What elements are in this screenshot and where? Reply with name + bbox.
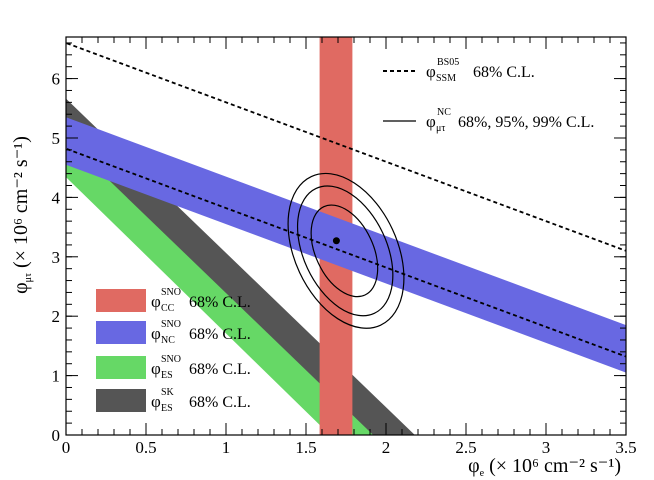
nc-contours	[287, 172, 405, 329]
legend-es-sk-sub: ES	[161, 403, 173, 414]
flux-lines	[66, 41, 626, 358]
best-fit-point	[332, 237, 340, 245]
x-tick-label: 3.5	[615, 438, 636, 457]
legend-es-sk-sup: SK	[161, 387, 175, 398]
legend-es-sk-entry: φ SK ES 68% C.L.	[96, 387, 251, 414]
y-tick-label: 4	[52, 188, 61, 207]
legend-es-sk-symbol: φ	[151, 392, 161, 411]
x-tick-label: 1	[222, 438, 231, 457]
x-axis-title: φe (× 10⁶ cm⁻² s⁻¹)	[468, 455, 621, 479]
legend-nc-entry: φ SNO NC 68% C.L.	[96, 319, 251, 346]
legend-ssm-symbol: φ	[426, 62, 436, 81]
legend-ssm-entry: φ BS05 SSM 68% C.L.	[383, 57, 535, 84]
x-tick-label: 0.5	[135, 438, 156, 457]
legend-es-sno-symbol: φ	[151, 359, 161, 378]
legend-cc-sub: CC	[161, 303, 175, 314]
x-tick-label: 3	[542, 438, 551, 457]
y-tick-label: 3	[52, 248, 61, 267]
legend-ssm-sub: SSM	[436, 73, 456, 84]
y-tick-label: 1	[52, 367, 61, 386]
legend-cc-entry: φ SNO CC 68% C.L.	[96, 287, 251, 314]
legend-es-sno-swatch	[96, 356, 146, 379]
legend-top: φ BS05 SSM 68% C.L. φ NC μτ 68%, 95%, 99…	[383, 57, 594, 134]
x-tick-label: 1.5	[295, 438, 316, 457]
y-tick-label: 2	[52, 307, 61, 326]
y-tick-label: 5	[52, 129, 61, 148]
legend-es-sno-entry: φ SNO ES 68% C.L.	[96, 354, 251, 381]
legend-nc-text: 68% C.L.	[189, 326, 251, 343]
legend-nc-contour-sub: μτ	[436, 123, 445, 134]
axis-tick-labels: 0 0.5 1 1.5 2 2.5 3 3.5 0 1 2 3 4 5 6	[52, 70, 637, 457]
y-tick-label: 0	[52, 426, 61, 445]
legend-bottom: φ SNO CC 68% C.L. φ SNO NC 68% C.L. φ SN…	[96, 287, 251, 414]
legend-cc-text: 68% C.L.	[189, 294, 251, 311]
contour-68pct	[310, 204, 379, 298]
legend-es-sno-text: 68% C.L.	[189, 361, 251, 378]
legend-es-sk-text: 68% C.L.	[189, 394, 251, 411]
contour-95pct	[296, 185, 394, 317]
legend-nc-symbol: φ	[151, 324, 161, 343]
legend-cc-swatch	[96, 289, 146, 312]
ssm-dashed-line-upper	[66, 41, 626, 252]
legend-nc-sup: SNO	[161, 319, 181, 330]
x-tick-label: 0	[62, 438, 71, 457]
legend-cc-sup: SNO	[161, 287, 181, 298]
legend-es-sno-sup: SNO	[161, 354, 181, 365]
ssm-dashed-line-lower	[66, 147, 626, 358]
legend-ssm-sup: BS05	[437, 57, 459, 68]
x-tick-label: 2.5	[455, 438, 476, 457]
y-axis-title: φμτ (× 10⁶ cm⁻² s⁻¹)	[10, 136, 34, 294]
band-nc	[66, 117, 626, 373]
legend-nc-contour-symbol: φ	[426, 112, 436, 131]
contour-99pct	[287, 172, 405, 329]
legend-ssm-text: 68% C.L.	[473, 64, 535, 81]
x-tick-label: 2	[382, 438, 391, 457]
legend-nc-contour-text: 68%, 95%, 99% C.L.	[458, 114, 594, 131]
legend-es-sno-sub: ES	[161, 370, 173, 381]
y-tick-label: 6	[52, 70, 61, 89]
legend-nc-contour-entry: φ NC μτ 68%, 95%, 99% C.L.	[383, 107, 594, 134]
legend-cc-symbol: φ	[151, 292, 161, 311]
legend-nc-swatch	[96, 321, 146, 344]
legend-es-sk-swatch	[96, 389, 146, 412]
legend-nc-sub: NC	[161, 335, 175, 346]
axis-ticks	[65, 37, 627, 436]
plot-frame	[65, 36, 627, 436]
legend-nc-contour-sup: NC	[437, 107, 451, 118]
